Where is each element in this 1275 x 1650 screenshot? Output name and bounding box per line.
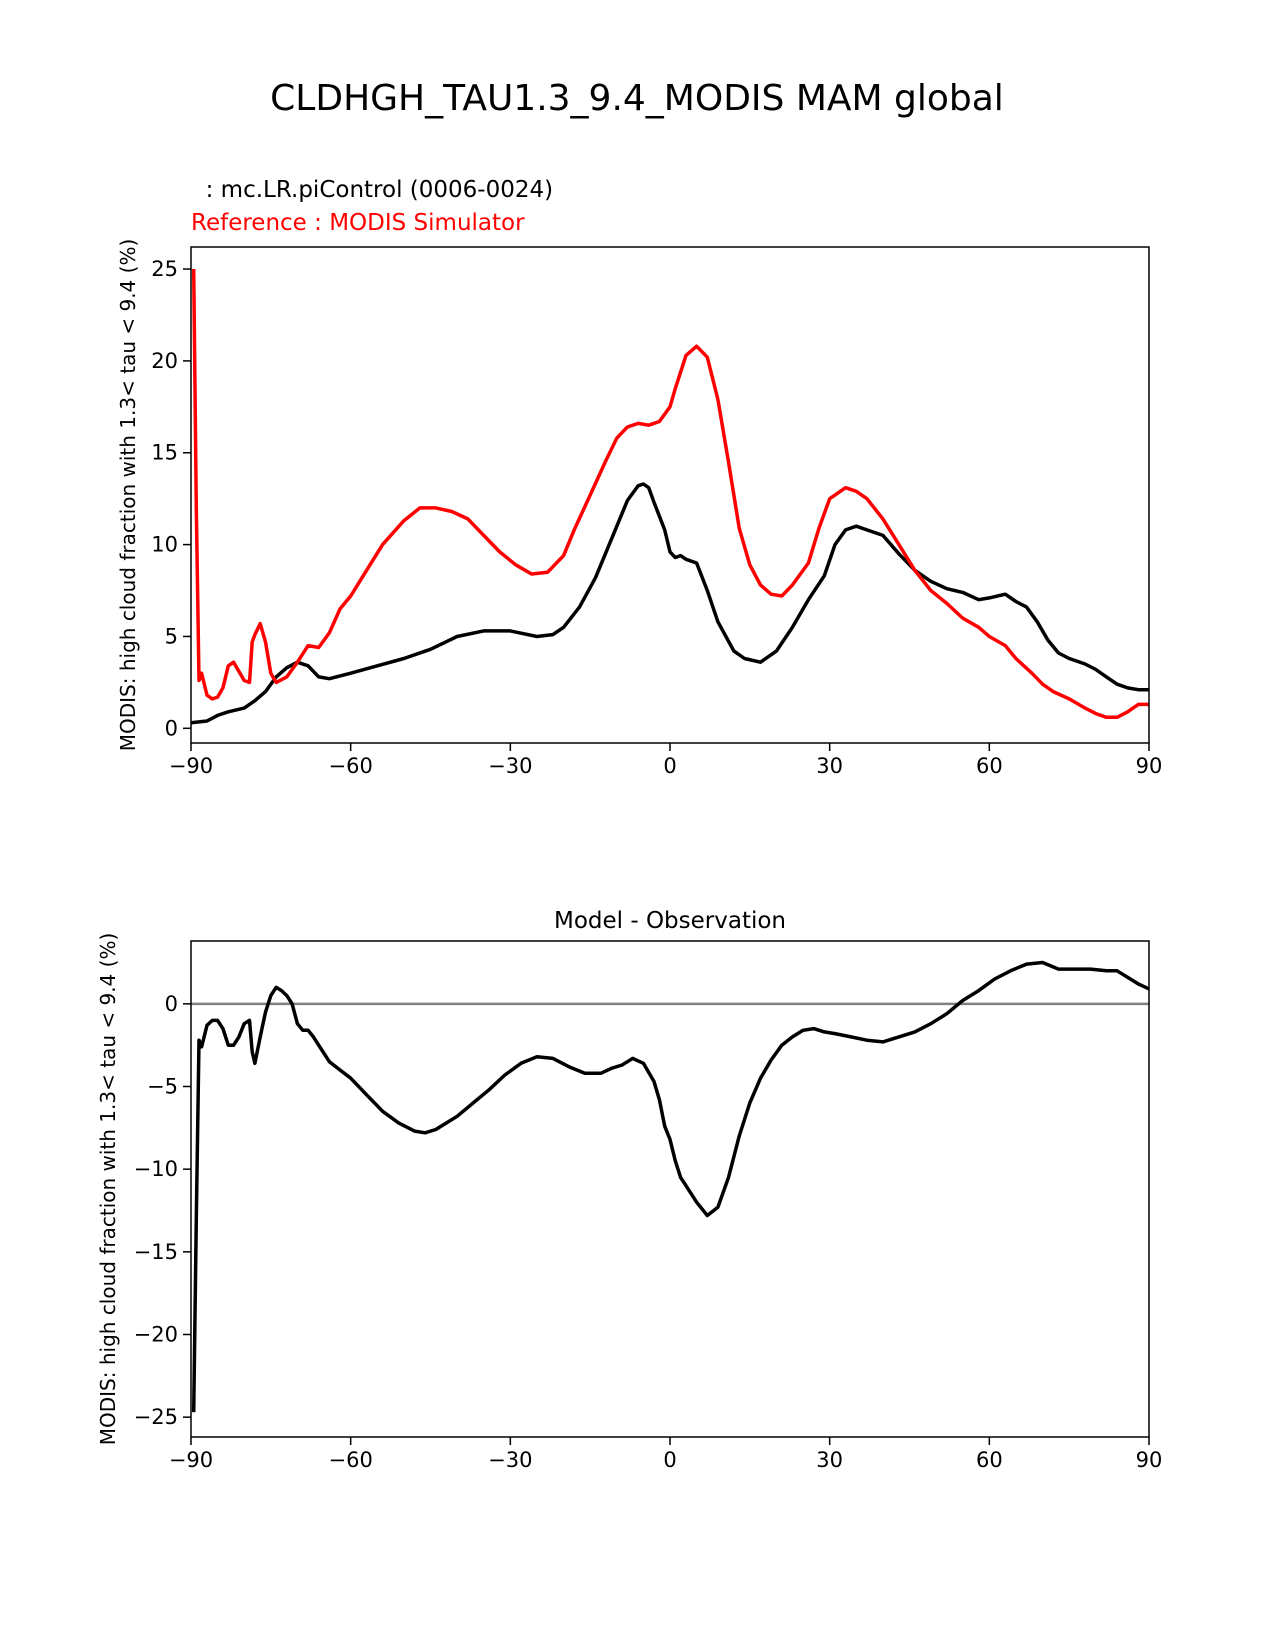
x-tick-label: −90 [169, 1448, 213, 1472]
y-tick-label: −15 [134, 1240, 178, 1264]
x-tick-label: 90 [1136, 1448, 1163, 1472]
bottom-x-ticks: −90 −60 −30 0 30 60 90 [169, 1437, 1163, 1472]
x-tick-label: 0 [663, 1448, 676, 1472]
x-tick-label: 60 [976, 1448, 1003, 1472]
y-tick-label: 0 [165, 716, 178, 740]
y-tick-label: 5 [165, 624, 178, 648]
bottom-axes-frame [190, 940, 1150, 1438]
x-tick-label: −30 [488, 754, 532, 778]
y-tick-label: 15 [151, 441, 178, 465]
y-tick-label: −20 [134, 1322, 178, 1346]
bottom-plot-lines [191, 960, 1149, 1413]
difference-panel: Model - Observation −90 −60 −30 0 30 60 90 −25… [96, 908, 1162, 1472]
difference-title: Model - Observation [554, 908, 786, 934]
x-tick-label: 90 [1136, 754, 1163, 778]
top-plot-lines [191, 268, 1149, 725]
reference-line [191, 268, 1149, 720]
model-line [191, 482, 1149, 725]
reference-label: Reference : MODIS Simulator [191, 210, 525, 236]
y-tick-label: −5 [147, 1074, 178, 1098]
top-x-ticks: −90 −60 −30 0 30 60 90 [169, 743, 1163, 778]
top-y-axis-label: MODIS: high cloud fraction with 1.3< tau… [116, 239, 140, 751]
figure-title: CLDHGH_TAU1.3_9.4_MODIS MAM global [270, 78, 1004, 119]
x-tick-label: 0 [663, 754, 676, 778]
top-y-ticks: 0 5 10 15 20 25 [151, 257, 191, 740]
y-tick-label: 10 [151, 533, 178, 557]
y-tick-label: 20 [151, 349, 178, 373]
x-tick-label: −90 [169, 754, 213, 778]
y-tick-label: −25 [134, 1405, 178, 1429]
model-line [191, 960, 1149, 1413]
x-tick-label: 30 [816, 1448, 843, 1472]
top-axes-frame [190, 246, 1150, 744]
test-label: : mc.LR.piControl (0006-0024) [191, 177, 553, 203]
y-tick-label: 25 [151, 257, 178, 281]
y-tick-label: 0 [165, 992, 178, 1016]
bottom-y-axis-label: MODIS: high cloud fraction with 1.3< tau… [96, 933, 120, 1445]
x-tick-label: 60 [976, 754, 1003, 778]
x-tick-label: 30 [816, 754, 843, 778]
x-tick-label: −30 [488, 1448, 532, 1472]
x-tick-label: −60 [329, 1448, 373, 1472]
y-tick-label: −10 [134, 1157, 178, 1181]
zonal-mean-panel: : mc.LR.piControl (0006-0024) Reference … [116, 177, 1162, 778]
x-tick-label: −60 [329, 754, 373, 778]
bottom-y-ticks: −25 −20 −15 −10 −5 0 [134, 992, 191, 1429]
